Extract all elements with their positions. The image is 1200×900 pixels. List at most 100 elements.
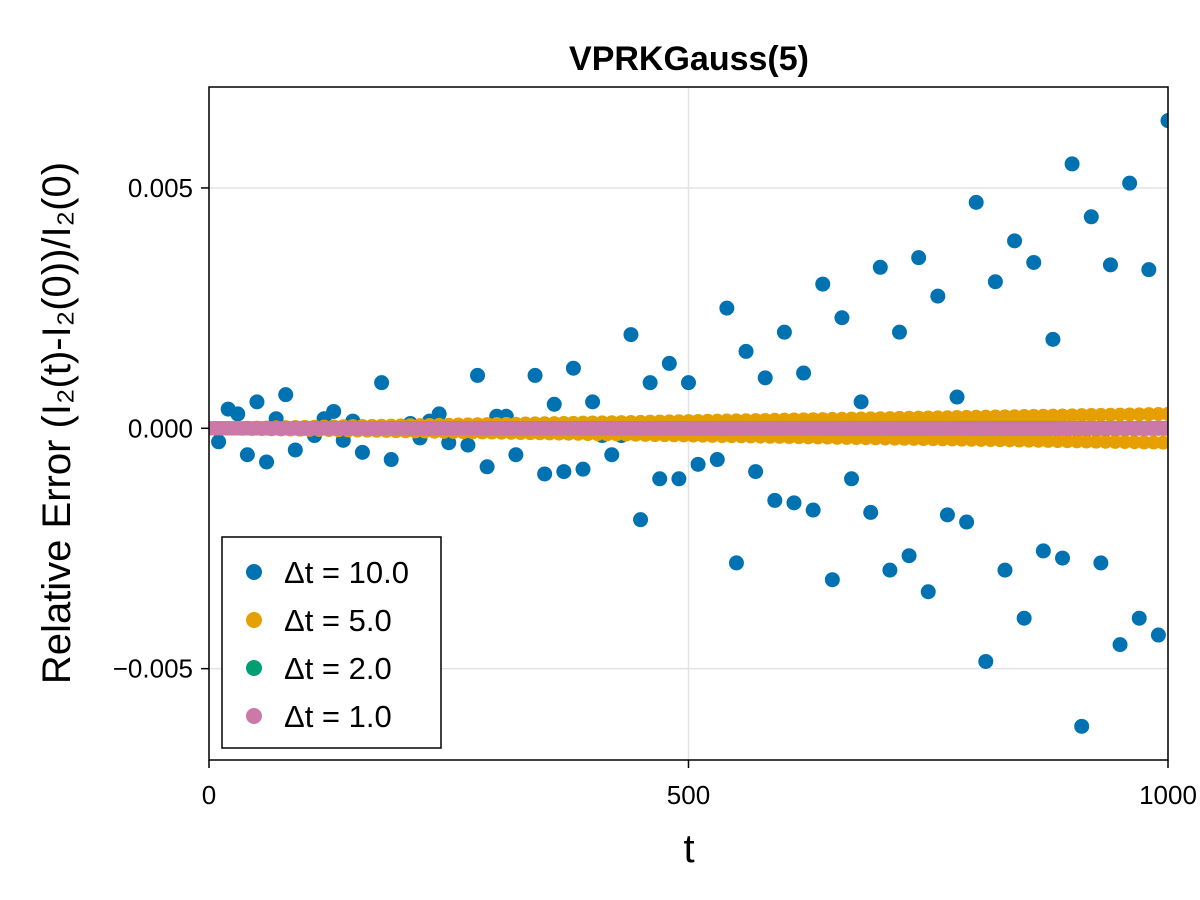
data-point: [1055, 550, 1071, 566]
data-point: [623, 327, 639, 343]
data-point: [728, 555, 744, 571]
legend-marker: [246, 660, 262, 676]
data-point: [546, 396, 562, 412]
data-point: [1083, 209, 1099, 225]
data-point: [508, 447, 524, 463]
data-point: [652, 471, 668, 487]
chart-title: VPRKGauss(5): [569, 40, 809, 78]
legend-label: Δt = 5.0: [284, 603, 392, 638]
data-point: [738, 343, 754, 359]
data-point: [1064, 156, 1080, 172]
data-point: [278, 387, 294, 403]
data-point: [824, 572, 840, 588]
data-point: [959, 514, 975, 530]
data-point: [585, 394, 601, 410]
legend-marker: [246, 708, 262, 724]
legend-marker: [246, 612, 262, 628]
data-point: [853, 394, 869, 410]
data-point: [1112, 637, 1128, 653]
axis-ticks: 0 500 1000 0.005 0.000 −0.005: [113, 173, 1197, 810]
data-point: [431, 406, 447, 422]
data-point: [1122, 175, 1138, 191]
legend-label: Δt = 1.0: [284, 699, 392, 734]
data-point: [479, 459, 495, 475]
data-point: [1161, 406, 1168, 421]
data-point: [1160, 113, 1168, 129]
data-point: [326, 403, 342, 419]
data-point: [920, 584, 936, 600]
data-point: [844, 471, 860, 487]
data-point: [719, 300, 735, 316]
data-point: [230, 406, 246, 422]
data-point: [259, 454, 275, 470]
y-axis-label: Relative Error (I₂(t)-I₂(0))/I₂(0): [35, 162, 79, 684]
data-point: [872, 259, 888, 275]
data-point: [1093, 555, 1109, 571]
data-point: [249, 394, 265, 410]
data-point: [834, 310, 850, 326]
data-point: [1161, 421, 1168, 436]
data-point: [642, 375, 658, 391]
series-1: [211, 113, 1168, 734]
data-point: [949, 389, 965, 405]
data-point: [537, 466, 553, 482]
data-point: [1074, 718, 1090, 734]
x-tick-label: 0: [202, 780, 216, 810]
data-point: [805, 502, 821, 518]
data-point: [690, 456, 706, 472]
y-tick-label: −0.005: [113, 654, 193, 684]
data-point: [1007, 233, 1023, 249]
data-point: [776, 324, 792, 340]
data-point: [863, 504, 879, 520]
data-point: [748, 464, 764, 480]
data-point: [460, 437, 476, 453]
y-tick-label: 0.000: [128, 413, 193, 443]
data-point: [441, 435, 457, 451]
data-point: [565, 360, 581, 376]
data-point: [891, 324, 907, 340]
y-tick-label: 0.005: [128, 173, 193, 203]
data-point: [1045, 331, 1061, 347]
data-point: [968, 194, 984, 210]
data-point: [997, 562, 1013, 578]
data-point: [1016, 610, 1032, 626]
data-point: [911, 250, 927, 266]
x-tick-label: 500: [667, 780, 710, 810]
data-point: [939, 507, 955, 523]
data-point: [709, 452, 725, 468]
data-point: [767, 492, 783, 508]
data-point: [671, 471, 687, 487]
data-point: [1131, 610, 1147, 626]
data-point: [1026, 254, 1042, 270]
data-point: [354, 444, 370, 460]
data-point: [1102, 257, 1118, 273]
data-point: [930, 288, 946, 304]
x-axis-label: t: [683, 827, 694, 871]
data-point: [901, 548, 917, 564]
data-point: [681, 375, 696, 391]
series-4: [209, 421, 1168, 436]
data-point: [796, 365, 812, 381]
data-point: [287, 442, 303, 458]
data-point: [383, 452, 399, 468]
data-point: [604, 447, 620, 463]
data-point: [470, 367, 486, 383]
data-point: [1141, 262, 1157, 278]
x-tick-label: 1000: [1139, 780, 1197, 810]
data-point: [978, 653, 994, 669]
legend-label: Δt = 2.0: [284, 651, 392, 686]
data-point: [757, 370, 773, 386]
data-point: [1150, 627, 1166, 643]
data-point: [815, 276, 831, 292]
data-point: [987, 274, 1003, 290]
legend-marker: [246, 564, 262, 580]
data-point: [1156, 435, 1168, 450]
data-point: [575, 461, 591, 477]
plot-area: [209, 113, 1168, 734]
data-point: [211, 434, 227, 450]
data-point: [527, 367, 543, 383]
legend: Δt = 10.0 Δt = 5.0 Δt = 2.0 Δt = 1.0: [221, 536, 442, 749]
data-point: [556, 464, 572, 480]
data-point: [661, 355, 677, 371]
